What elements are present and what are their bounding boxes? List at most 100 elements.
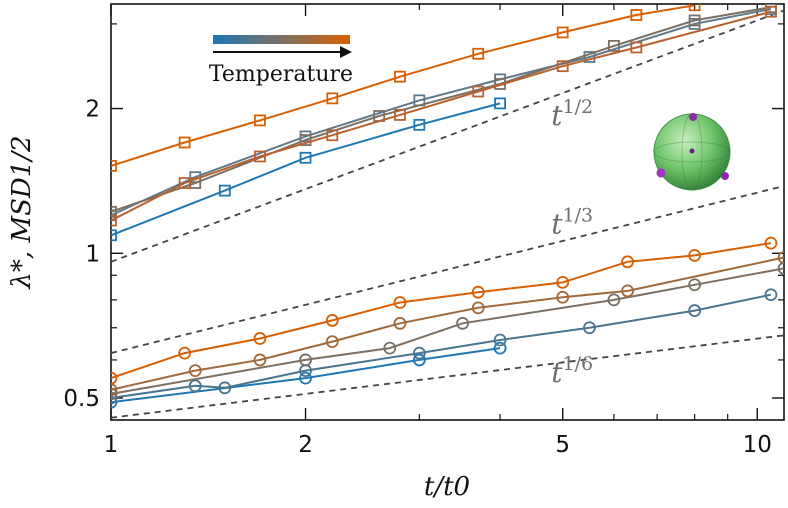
- reference-line: [111, 9, 784, 263]
- square-marker: [254, 150, 266, 163]
- square-marker: [472, 47, 485, 60]
- square-series-line: [111, 102, 501, 237]
- circle-series-line: [111, 256, 784, 391]
- y-axis: 0.5 1 2: [63, 23, 784, 412]
- circle-marker: [188, 364, 202, 378]
- square-series-line: [111, 10, 772, 222]
- square-marker: [178, 177, 191, 189]
- square-marker: [688, 14, 701, 27]
- annotation-t-sixth: t1/6: [551, 353, 593, 389]
- temperature-label: Temperature: [209, 62, 353, 87]
- square-marker: [556, 60, 569, 73]
- square-marker: [394, 109, 406, 121]
- circle-series-line: [111, 347, 501, 404]
- square-marker: [111, 214, 117, 227]
- circle-marker: [325, 314, 339, 327]
- square-marker: [688, 4, 701, 12]
- particle-sphere-icon: [653, 113, 731, 191]
- circle-marker: [688, 248, 702, 262]
- circle-series-line: [111, 267, 784, 395]
- circle-marker: [178, 346, 192, 360]
- x-tick-label: 10: [743, 432, 772, 458]
- circle-marker: [253, 353, 267, 367]
- circle-marker: [253, 332, 267, 345]
- temperature-arrow-head: [340, 46, 352, 58]
- circle-marker: [325, 335, 339, 349]
- circle-marker: [556, 290, 570, 304]
- square-marker: [556, 26, 569, 39]
- circle-marker: [607, 293, 621, 307]
- plot-frame: [110, 3, 785, 421]
- circle-marker: [556, 275, 570, 289]
- circle-marker: [621, 284, 634, 298]
- temperature-legend: Temperature: [209, 35, 353, 87]
- circle-marker: [383, 341, 397, 355]
- circle-marker: [412, 346, 426, 360]
- y-axis-title: λ*, MSD1/2: [7, 135, 37, 289]
- circle-marker: [688, 278, 702, 292]
- circle-marker: [111, 371, 118, 385]
- circle-marker: [456, 316, 470, 330]
- square-marker: [299, 134, 312, 146]
- square-series-line: [111, 4, 695, 167]
- reference-lines: [111, 9, 784, 419]
- square-marker: [254, 114, 266, 127]
- circle-marker: [621, 255, 634, 269]
- data-series: [111, 4, 784, 409]
- circle-marker: [111, 391, 118, 405]
- circle-marker: [583, 321, 596, 335]
- x-tick-label: 2: [298, 432, 313, 458]
- square-marker: [583, 51, 596, 63]
- circle-marker: [493, 341, 507, 355]
- circle-marker: [188, 379, 202, 393]
- square-marker: [494, 97, 506, 110]
- circle-marker: [412, 353, 426, 367]
- circle-marker: [777, 251, 784, 264]
- reference-line: [111, 334, 784, 419]
- circle-marker: [111, 383, 118, 397]
- square-marker: [326, 92, 339, 105]
- circle-marker: [764, 288, 778, 302]
- circle-marker: [471, 301, 485, 315]
- annotation-t-half: t1/2: [551, 96, 593, 132]
- circle-series-line: [111, 242, 772, 380]
- square-marker: [111, 159, 117, 172]
- circle-marker: [299, 353, 312, 367]
- square-series-line: [111, 6, 772, 213]
- annotation-t-third: t1/3: [551, 204, 593, 240]
- circle-marker: [471, 285, 485, 299]
- square-marker: [111, 229, 117, 242]
- x-tick-label: 5: [555, 432, 570, 458]
- circle-marker: [393, 316, 407, 330]
- square-marker: [299, 151, 312, 164]
- square-marker: [630, 9, 643, 21]
- circle-marker: [111, 387, 118, 401]
- square-marker: [765, 5, 777, 18]
- square-marker: [472, 85, 485, 98]
- square-marker: [218, 184, 231, 197]
- square-marker: [413, 118, 426, 131]
- square-marker: [630, 41, 643, 54]
- circle-marker: [688, 304, 702, 317]
- circle-series-line: [111, 293, 772, 399]
- circle-marker: [764, 236, 778, 250]
- y-tick-label: 0.5: [63, 386, 100, 412]
- circle-marker: [493, 333, 507, 347]
- square-marker: [111, 205, 117, 218]
- x-axis-title: t/t0: [424, 472, 470, 502]
- y-tick-label: 2: [85, 97, 100, 123]
- circle-marker: [299, 371, 312, 385]
- square-series-line: [111, 8, 772, 217]
- temperature-colorbar: [213, 35, 350, 44]
- x-tick-label: 1: [104, 432, 119, 458]
- square-marker: [394, 70, 406, 83]
- square-marker: [607, 39, 620, 52]
- circle-marker: [111, 395, 118, 409]
- circle-marker: [393, 296, 407, 309]
- circle-marker: [777, 262, 784, 275]
- y-tick-label: 1: [85, 241, 100, 267]
- reference-line: [111, 185, 784, 354]
- square-marker: [178, 136, 191, 149]
- circle-marker: [218, 381, 232, 395]
